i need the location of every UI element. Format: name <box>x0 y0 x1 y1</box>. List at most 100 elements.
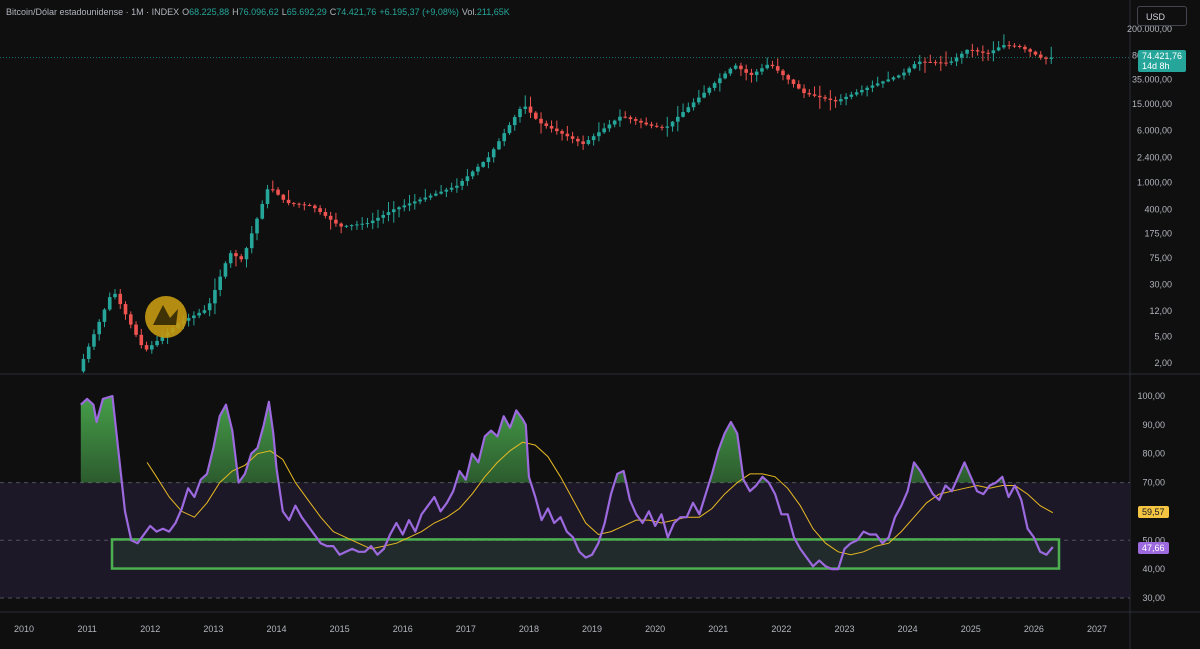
candle-body <box>1023 46 1027 50</box>
candle-body <box>249 233 254 249</box>
year-tick-label: 2026 <box>1024 624 1044 634</box>
candle-body <box>460 181 464 186</box>
candle-body <box>665 126 670 128</box>
candle-body <box>444 189 449 192</box>
candle-body <box>192 315 196 319</box>
year-tick-label: 2012 <box>140 624 160 634</box>
candle-body <box>528 106 533 113</box>
candle-body <box>497 141 501 150</box>
candle-body <box>854 92 859 95</box>
candle-body <box>728 68 733 74</box>
price-tick-label: 200.000,00 <box>1127 24 1172 34</box>
candle-body <box>360 223 365 225</box>
year-tick-label: 2022 <box>771 624 791 634</box>
candle-body <box>92 334 96 347</box>
candle-body <box>413 201 417 204</box>
candle-body <box>754 71 759 76</box>
price-tick-label: 75,00 <box>1149 253 1172 263</box>
candle-body <box>213 289 217 304</box>
candle-body <box>339 223 343 227</box>
candle-body <box>938 62 943 64</box>
candle-body <box>323 212 328 216</box>
candle-body <box>718 78 722 84</box>
change-value: +6.195,37 (+9,08%) <box>379 7 459 17</box>
year-tick-label: 2018 <box>519 624 539 634</box>
candle-body <box>870 85 875 88</box>
candle-body <box>402 205 407 208</box>
candle-body <box>891 77 896 80</box>
rsi-tick-label: 100,00 <box>1137 391 1165 401</box>
currency-button[interactable]: USD <box>1137 6 1187 26</box>
candle-body <box>823 97 827 99</box>
candle-body <box>244 248 249 260</box>
symbol-title[interactable]: Bitcoin/Dólar estadounidense · 1M · INDE… <box>6 7 180 17</box>
candle-body <box>376 217 380 221</box>
rsi-tick-label: 50,00 <box>1142 535 1165 545</box>
candle-body <box>544 123 549 126</box>
candle-body <box>576 138 580 142</box>
candle-body <box>591 136 596 141</box>
candle-body <box>139 334 144 346</box>
candle-body <box>507 125 512 134</box>
candle-body <box>470 171 475 177</box>
logo-watermark <box>145 296 187 338</box>
candle-body <box>476 166 480 172</box>
candle-body <box>1044 57 1048 59</box>
rsi-axis: 30,0040,0050,0060,0070,0080,0090,00100,0… <box>1137 391 1165 603</box>
candle-body <box>818 95 822 98</box>
year-tick-label: 2013 <box>203 624 223 634</box>
candle-body <box>518 108 522 118</box>
candle-body <box>933 62 938 64</box>
low-value: 65.692,29 <box>286 7 327 17</box>
logo-glyph <box>153 305 178 325</box>
candle-body <box>923 61 927 63</box>
candle-body <box>954 57 959 62</box>
candle-body <box>355 224 359 226</box>
candle-body <box>276 189 280 195</box>
high-value: 76.096,62 <box>238 7 279 17</box>
candle-body <box>449 187 454 190</box>
candle-body <box>612 120 617 125</box>
rsi-tick-label: 70,00 <box>1142 478 1165 488</box>
candle-body <box>533 112 538 119</box>
candle-body <box>1002 45 1006 48</box>
candle-body <box>570 136 575 139</box>
candle-body <box>1038 54 1043 58</box>
candle-body <box>128 314 133 325</box>
candle-body <box>833 99 838 102</box>
candle-body <box>297 203 301 205</box>
candlestick-series <box>81 34 1054 373</box>
candle-body <box>681 112 685 117</box>
ohlc-legend: Bitcoin/Dólar estadounidense · 1M · INDE… <box>6 7 510 17</box>
candle-body <box>1007 45 1011 47</box>
price-tick-label: 400,00 <box>1144 204 1172 214</box>
candle-body <box>1017 45 1022 47</box>
year-tick-label: 2027 <box>1087 624 1107 634</box>
volume-value: 211,65K <box>476 7 510 17</box>
candle-body <box>539 118 543 124</box>
candle-body <box>391 209 396 213</box>
close-label: C <box>329 7 337 17</box>
year-tick-label: 2014 <box>266 624 286 634</box>
price-tick-label: 6.000,00 <box>1137 126 1172 136</box>
candle-body <box>865 87 869 91</box>
candle-body <box>123 304 128 315</box>
year-tick-label: 2016 <box>393 624 413 634</box>
year-tick-label: 2024 <box>898 624 918 634</box>
candle-body <box>455 185 459 188</box>
candle-body <box>512 117 517 126</box>
rsi-tick-label: 30,00 <box>1142 593 1165 603</box>
rsi-lines <box>80 394 1054 571</box>
candle-body <box>839 99 843 102</box>
candle-body <box>318 208 322 213</box>
candle-body <box>686 107 691 113</box>
candle-body <box>723 73 727 79</box>
candle-body <box>628 117 633 120</box>
candle-body <box>739 65 743 70</box>
ma-value-tag: 59,57 <box>1138 506 1169 518</box>
year-tick-label: 2021 <box>708 624 728 634</box>
candle-body <box>644 122 649 125</box>
candle-body <box>491 149 496 158</box>
candle-body <box>186 318 191 321</box>
